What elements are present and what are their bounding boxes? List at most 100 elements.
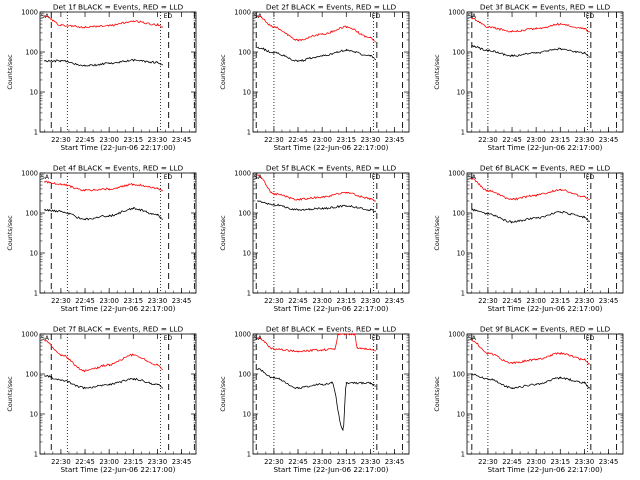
x-tick-label: 23:15 — [550, 458, 570, 466]
lld-data-point — [297, 350, 299, 352]
y-axis-label: Counts/sec — [219, 215, 227, 251]
events-data-point — [559, 377, 561, 379]
events-data-point — [471, 373, 473, 375]
panel-det-6: Det 6f BLACK = Events, RED = LLD Counts/s… — [433, 164, 624, 313]
y-axis-label: Counts/sec — [433, 376, 441, 412]
lld-data-point — [583, 28, 586, 30]
y-axis-label: Counts/sec — [6, 54, 14, 90]
events-data-point — [487, 378, 489, 380]
y-tick-label: 10 — [243, 89, 251, 97]
x-tick-label: 23:00 — [526, 458, 546, 466]
y-tick-label: 10 — [243, 250, 251, 258]
x-tick-label: 22:45 — [75, 136, 95, 144]
lld-data-point — [156, 364, 159, 366]
plot-frame — [466, 11, 624, 133]
x-tick-label: 23:45 — [172, 136, 192, 144]
events-data-point — [44, 375, 46, 377]
lld-data-point — [44, 15, 46, 17]
x-axis-label: Start Time (22-Jun-06 22:17:00) — [273, 465, 388, 474]
events-data-point — [108, 215, 110, 217]
events-data-point — [257, 46, 259, 49]
events-data-point — [583, 382, 586, 384]
events-data-point — [374, 210, 376, 212]
x-tick-label: 23:45 — [385, 458, 405, 466]
events-data-point — [156, 214, 159, 216]
events-data-point — [156, 61, 159, 63]
flag-label-end: ED — [372, 174, 381, 181]
x-tick-label: 22:30 — [478, 297, 498, 305]
x-axis-label: Start Time (22-Jun-06 22:17:00) — [487, 465, 602, 474]
events-data-point — [257, 200, 259, 202]
y-tick-label: 1000 — [448, 9, 465, 17]
panel-title: Det 5f BLACK = Events, RED = LLD — [266, 164, 397, 173]
events-data-point — [156, 383, 159, 385]
y-tick-label: 100 — [25, 49, 38, 57]
panel-det-1: Det 1f BLACK = Events, RED = LLD Counts/s… — [6, 3, 197, 152]
y-tick-label: 1000 — [21, 331, 38, 339]
lld-data-point — [84, 26, 86, 28]
y-axis-label: Counts/sec — [219, 54, 227, 90]
x-axis-label: Start Time (22-Jun-06 22:17:00) — [60, 143, 175, 152]
y-tick-label: 100 — [452, 49, 465, 57]
lld-data-point — [44, 339, 46, 341]
lld-data-point — [60, 183, 62, 185]
lld-data-point — [374, 200, 376, 202]
x-tick-label: 22:30 — [478, 136, 498, 144]
lld-data-point — [583, 195, 586, 198]
panel-title: Det 3f BLACK = Events, RED = LLD — [480, 3, 611, 12]
panel-title: Det 6f BLACK = Events, RED = LLD — [480, 164, 611, 173]
y-tick-label: 100 — [452, 210, 465, 218]
lld-data-point — [321, 196, 323, 198]
events-data-point — [273, 204, 275, 206]
lld-data-point — [559, 352, 561, 354]
flag-label-end: ED — [164, 13, 173, 20]
lld-series-line — [257, 174, 375, 202]
panel-title: Det 2f BLACK = Events, RED = LLD — [266, 3, 397, 12]
panel-det-3: Det 3f BLACK = Events, RED = LLD Counts/s… — [433, 3, 624, 152]
y-tick-label: 1 — [34, 129, 38, 137]
lld-data-point — [588, 363, 590, 365]
events-data-point — [345, 382, 347, 384]
y-tick-label: 1 — [247, 129, 251, 137]
events-data-point — [44, 209, 46, 211]
plot-frame — [252, 172, 410, 294]
y-axis-label: Counts/sec — [6, 215, 14, 251]
lld-data-point — [321, 33, 323, 35]
x-tick-label: 23:15 — [336, 297, 356, 305]
x-tick-label: 22:45 — [288, 458, 308, 466]
y-tick-label: 100 — [25, 371, 38, 379]
y-tick-label: 100 — [238, 210, 251, 218]
x-axis-label: Start Time (22-Jun-06 22:17:00) — [487, 304, 602, 313]
lld-series-line — [257, 333, 375, 353]
x-tick-label: 22:30 — [51, 297, 71, 305]
panel-title: Det 7f BLACK = Events, RED = LLD — [53, 325, 184, 334]
plot-frame — [39, 172, 197, 294]
lld-data-point — [44, 181, 46, 183]
events-data-point — [132, 59, 134, 61]
lld-data-point — [535, 194, 537, 196]
events-data-point — [44, 60, 46, 62]
x-tick-label: 23:45 — [599, 297, 619, 305]
x-tick-label: 23:45 — [599, 136, 619, 144]
events-data-point — [297, 209, 299, 211]
events-data-point — [345, 205, 347, 207]
events-data-point — [321, 55, 323, 57]
events-data-point — [108, 383, 110, 385]
x-tick-label: 22:45 — [75, 458, 95, 466]
events-data-point — [257, 368, 259, 371]
lld-data-point — [487, 190, 489, 192]
events-data-point — [345, 49, 347, 51]
panel-title: Det 1f BLACK = Events, RED = LLD — [53, 3, 184, 12]
lld-data-point — [161, 190, 163, 192]
y-tick-label: 1000 — [234, 9, 251, 17]
x-tick-label: 22:45 — [288, 136, 308, 144]
y-tick-label: 1 — [34, 290, 38, 298]
panel-det-8: Det 8f BLACK = Events, RED = LLD Counts/s… — [219, 325, 410, 474]
flag-label-start: SA — [468, 13, 477, 20]
lld-series-line — [471, 17, 589, 33]
events-data-point — [84, 218, 86, 220]
flag-label-end: ED — [372, 13, 381, 20]
x-tick-label: 23:30 — [361, 458, 381, 466]
x-tick-label: 23:15 — [336, 458, 356, 466]
